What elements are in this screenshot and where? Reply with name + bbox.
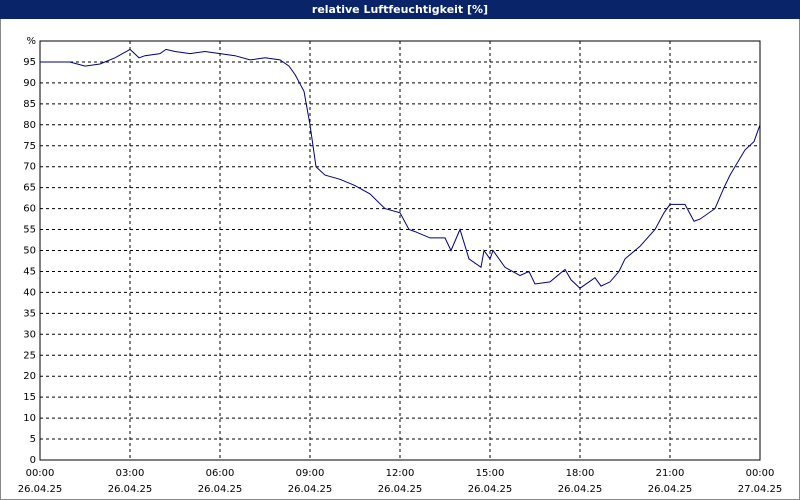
x-tick-label: 12:00 [386,468,415,479]
chart-title: relative Luftfeuchtigkeit [%] [312,3,488,16]
y-tick-label: 95 [23,57,36,68]
y-tick-label: 90 [23,78,36,89]
x-tick-label: 06:00 [206,468,235,479]
x-tick-label: 00:00 [746,468,775,479]
y-tick-label: 45 [23,266,36,277]
x-tick-label: 15:00 [476,468,505,479]
plot-frame [39,40,761,461]
y-tick-label: 40 [23,287,36,298]
y-tick-label: 55 [23,225,36,236]
x-tick-date: 26.04.25 [18,484,63,495]
x-tick-label: 18:00 [566,468,595,479]
data-line [40,48,761,289]
y-tick-label: 65 [23,183,36,194]
y-tick-label: 60 [23,204,36,215]
x-tick-date: 26.04.25 [468,484,513,495]
x-tick-date: 26.04.25 [198,484,243,495]
x-tick-date: 26.04.25 [108,484,153,495]
y-tick-label: 50 [23,246,36,257]
y-tick-label: 85 [23,99,36,110]
y-tick-label: 75 [23,141,36,152]
y-tick-label: 10 [23,413,36,424]
x-tick-date: 26.04.25 [648,484,693,495]
x-tick-label: 00:00 [26,468,55,479]
y-tick-label: 80 [23,120,36,131]
x-tick-date: 26.04.25 [378,484,423,495]
x-tick-date: 26.04.25 [558,484,603,495]
y-tick-label: 0 [30,455,36,466]
y-tick-label: 35 [23,308,36,319]
y-tick-label: % [26,36,36,47]
y-tick-label: 70 [23,162,36,173]
x-tick-label: 03:00 [116,468,145,479]
x-tick-label: 21:00 [656,468,685,479]
x-tick-label: 09:00 [296,468,325,479]
y-tick-label: 5 [30,434,36,445]
x-tick-date: 26.04.25 [288,484,333,495]
y-tick-label: 25 [23,350,36,361]
y-tick-label: 30 [23,329,36,340]
y-tick-label: 15 [23,392,36,403]
title-bar [0,0,800,19]
x-tick-date: 27.04.25 [738,484,783,495]
y-tick-label: 20 [23,371,36,382]
